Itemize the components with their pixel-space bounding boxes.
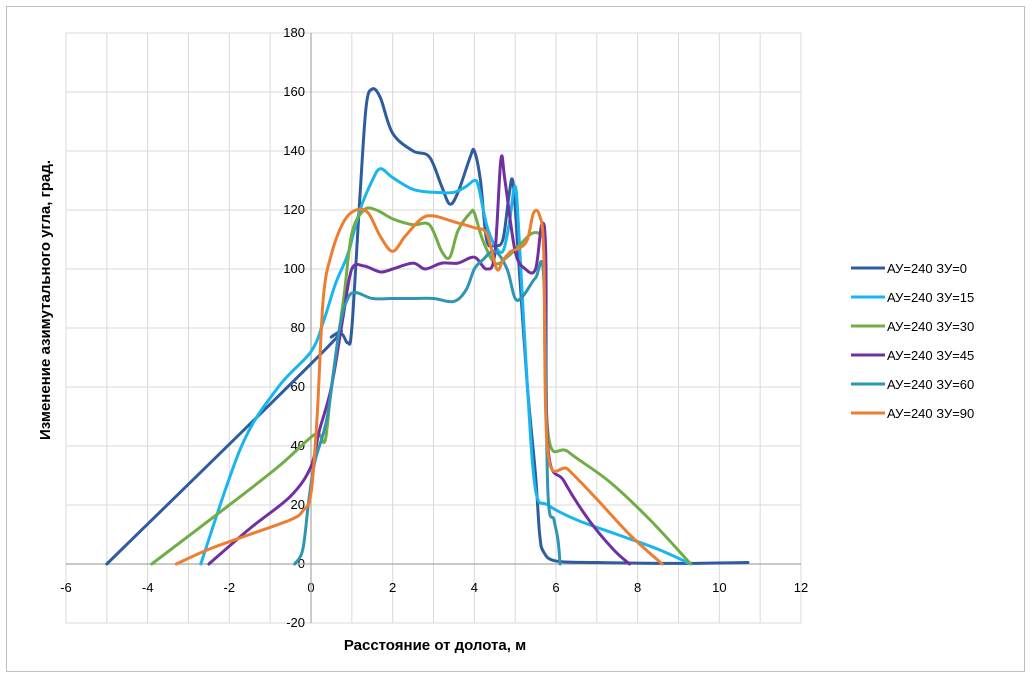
series-line-5 xyxy=(293,249,562,566)
legend: АУ=240 ЗУ=0 АУ=240 ЗУ=15 АУ=240 ЗУ=30 АУ=24… xyxy=(851,261,974,421)
y-tick-label: 100 xyxy=(283,261,305,276)
y-tick-label: 140 xyxy=(283,143,305,158)
y-tick-label: 20 xyxy=(291,497,305,512)
y-tick-label: 120 xyxy=(283,202,305,217)
x-tick-label: 6 xyxy=(552,580,559,595)
x-axis-label: Расстояние от долота, м xyxy=(344,637,526,654)
series-line-1 xyxy=(105,87,750,566)
legend-entry: АУ=240 ЗУ=45 xyxy=(887,348,974,363)
legend-entry: АУ=240 ЗУ=60 xyxy=(887,377,974,392)
y-tick-label: 60 xyxy=(291,379,305,394)
legend-entry: АУ=240 ЗУ=30 xyxy=(887,319,974,334)
series-line-3 xyxy=(150,206,693,566)
series-lines xyxy=(105,87,750,566)
x-tick-label: 4 xyxy=(471,580,478,595)
x-tick-label: 12 xyxy=(794,580,808,595)
legend-entry: АУ=240 ЗУ=90 xyxy=(887,406,974,421)
gridlines xyxy=(65,32,802,624)
series-line-2 xyxy=(199,167,693,566)
x-tick-labels: -6-4-2024681012 xyxy=(60,580,808,595)
x-tick-label: 10 xyxy=(712,580,726,595)
series-line-4 xyxy=(207,154,631,566)
x-tick-label: 8 xyxy=(634,580,641,595)
y-tick-label: 180 xyxy=(283,25,305,40)
y-tick-label: 40 xyxy=(291,438,305,453)
x-tick-label: 2 xyxy=(389,580,396,595)
x-tick-label: -6 xyxy=(60,580,72,595)
y-tick-label: 80 xyxy=(291,320,305,335)
y-tick-label: -20 xyxy=(286,615,305,630)
y-axis-label: Изменение азимутального угла, град. xyxy=(37,160,54,440)
legend-entry: АУ=240 ЗУ=15 xyxy=(887,290,974,305)
x-tick-label: -2 xyxy=(224,580,236,595)
series-line-6 xyxy=(174,207,664,566)
legend-entry: АУ=240 ЗУ=0 xyxy=(887,261,967,276)
x-tick-label: -4 xyxy=(142,580,154,595)
y-tick-label: 160 xyxy=(283,84,305,99)
